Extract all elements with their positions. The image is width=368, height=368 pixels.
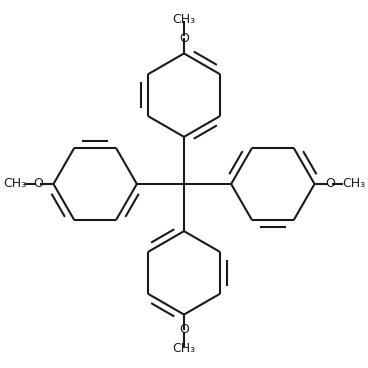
Text: CH₃: CH₃ xyxy=(342,177,365,191)
Text: O: O xyxy=(33,177,43,191)
Text: O: O xyxy=(179,32,189,45)
Text: O: O xyxy=(179,323,189,336)
Text: CH₃: CH₃ xyxy=(173,342,195,355)
Text: CH₃: CH₃ xyxy=(3,177,26,191)
Text: O: O xyxy=(325,177,335,191)
Text: CH₃: CH₃ xyxy=(173,13,195,26)
